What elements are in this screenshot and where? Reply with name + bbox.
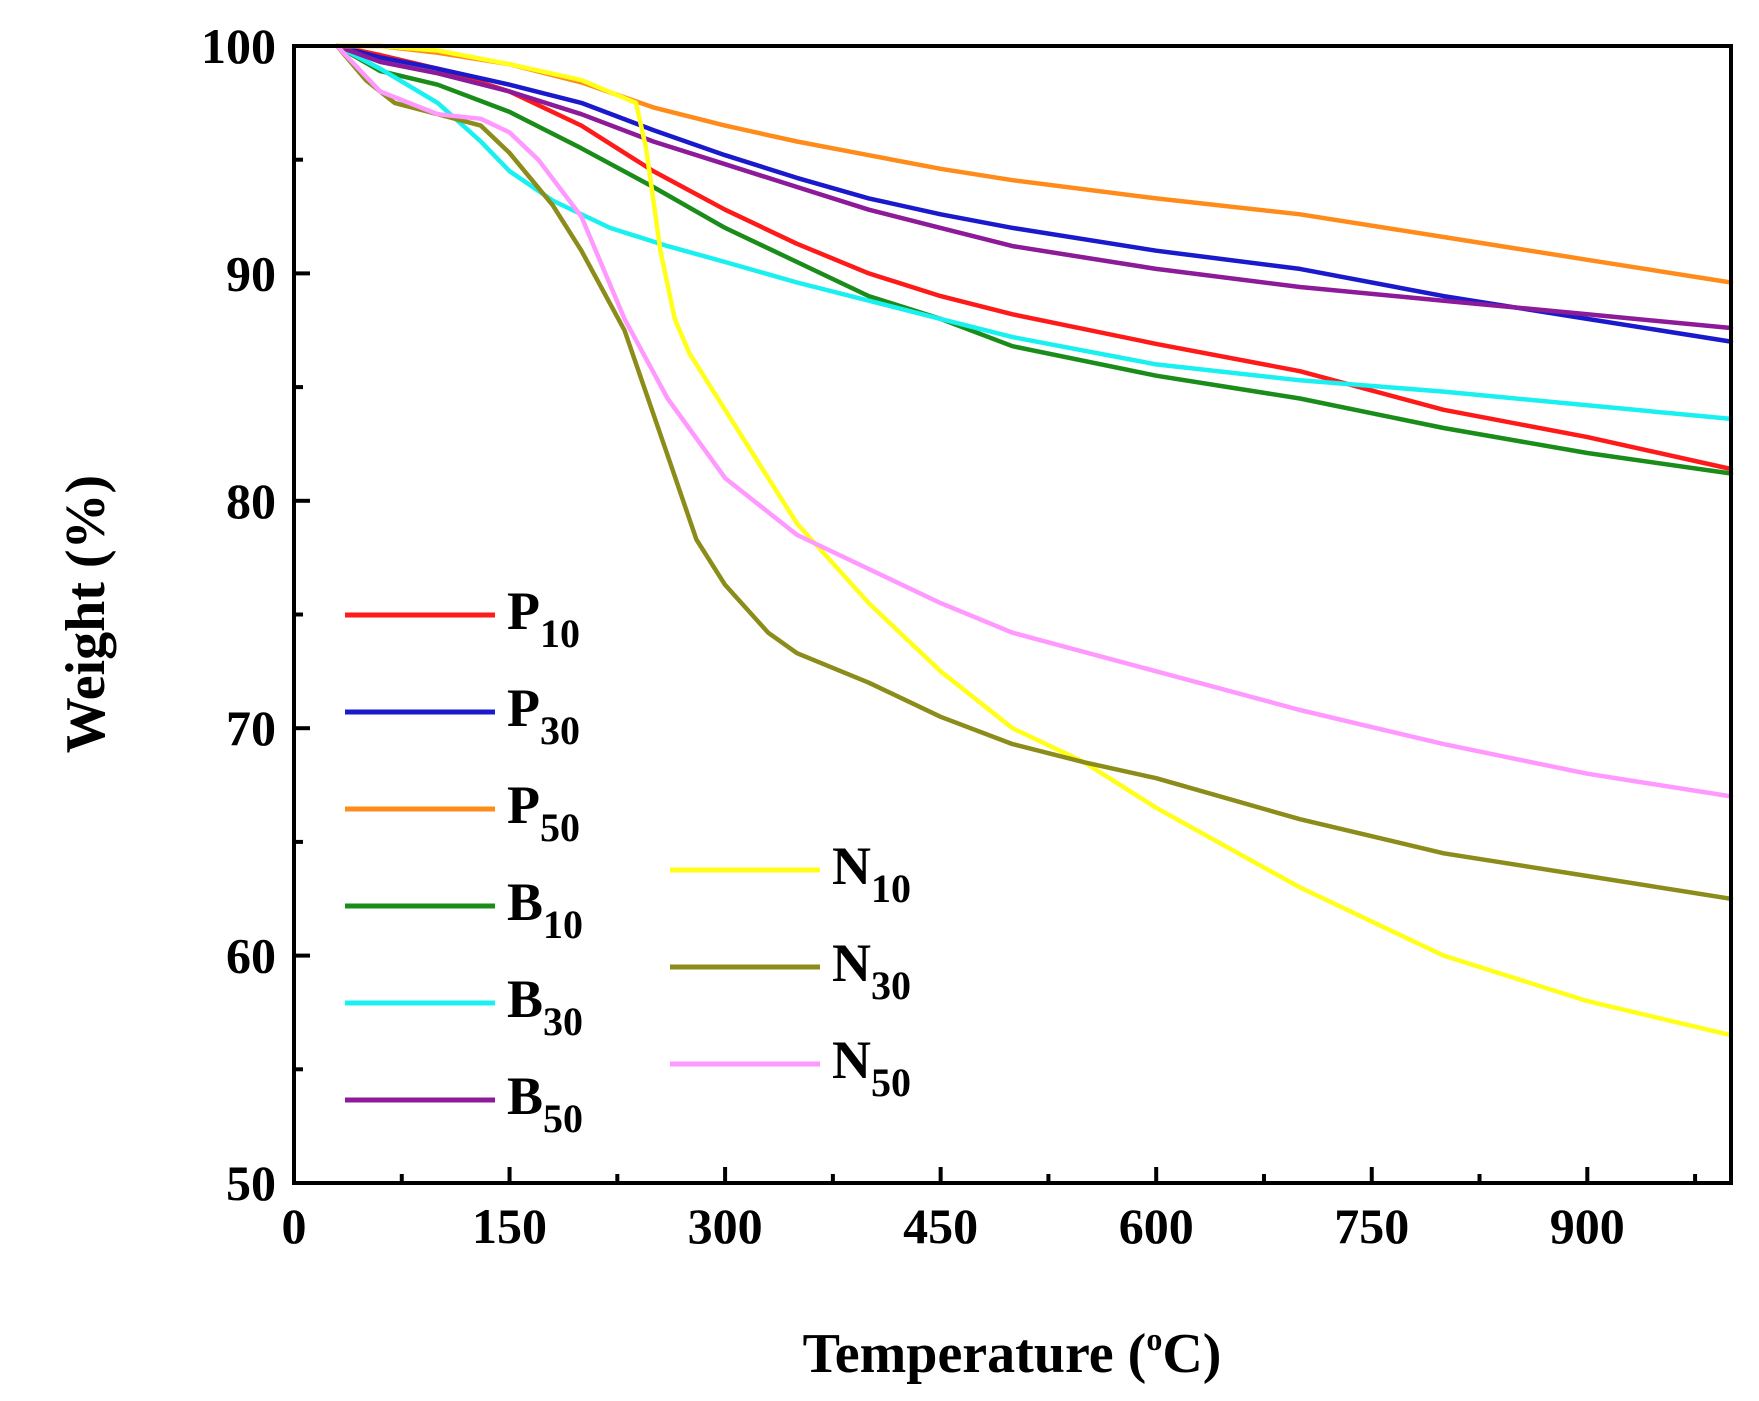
y-tick-label: 70 (226, 700, 276, 756)
series-line-p30 (334, 43, 1734, 344)
legend-item-b30: B30 (345, 969, 583, 1044)
legend-item-b10: B10 (345, 872, 583, 947)
legend-label-letter: P (507, 581, 540, 641)
legend-label: N10 (832, 836, 911, 911)
y-tick-label: 100 (201, 18, 276, 74)
legend-label-subscript: 30 (540, 708, 580, 753)
legend-label-subscript: 50 (540, 805, 580, 850)
series-line-n30 (334, 43, 1734, 902)
legend-label: P50 (507, 775, 580, 850)
legend-label: P10 (507, 581, 580, 656)
x-tick-label: 150 (472, 1198, 547, 1254)
legend-item-p10: P10 (345, 581, 580, 656)
legend-label: N50 (832, 1030, 911, 1105)
legend-label-letter: P (507, 775, 540, 835)
legend-label-letter: B (507, 872, 543, 932)
legend-label: B30 (507, 969, 583, 1044)
legend-label-letter: P (507, 678, 540, 738)
x-tick-label: 450 (903, 1198, 978, 1254)
x-axis-title-unit: C) (1162, 1323, 1221, 1385)
series-line-n10 (334, 43, 1734, 1038)
legend-item-n50: N50 (670, 1030, 911, 1105)
legend-label-letter: B (507, 969, 543, 1029)
series-layer (334, 43, 1734, 1038)
legend-label: B10 (507, 872, 583, 947)
y-axis-title: Weight (%) (55, 475, 117, 753)
legend-label: N30 (832, 933, 911, 1008)
x-axis-title-main: Temperature ( (803, 1323, 1147, 1385)
x-tick-label: 600 (1119, 1198, 1194, 1254)
legend-label-subscript: 50 (871, 1060, 911, 1105)
legend-label-letter: N (832, 836, 871, 896)
legend-label-letter: B (507, 1066, 543, 1126)
legend-label-subscript: 10 (871, 866, 911, 911)
y-tick-label: 60 (226, 928, 276, 984)
legend-label-letter: N (832, 933, 871, 993)
legend-label-subscript: 10 (543, 902, 583, 947)
x-tick-label: 0 (282, 1198, 307, 1254)
ticks-layer (292, 44, 1698, 1185)
legend-item-n10: N10 (670, 836, 911, 911)
x-tick-label: 900 (1550, 1198, 1625, 1254)
legend-item-p50: P50 (345, 775, 580, 850)
legend-item-b50: B50 (345, 1066, 583, 1141)
legend-label: P30 (507, 678, 580, 753)
series-line-n50 (334, 43, 1734, 799)
legend-label-subscript: 10 (540, 611, 580, 656)
y-tick-label: 90 (226, 245, 276, 301)
legend-label-subscript: 30 (543, 999, 583, 1044)
legend-label-letter: N (832, 1030, 871, 1090)
y-tick-label: 50 (226, 1155, 276, 1211)
legend-label: B50 (507, 1066, 583, 1141)
series-line-b10 (334, 43, 1734, 476)
x-tick-label: 750 (1334, 1198, 1409, 1254)
tick-labels: 0 150 300 450 600 750 900 50 60 70 80 90 100 (201, 18, 1625, 1254)
degree-symbol: o (1146, 1321, 1162, 1357)
legend-label-subscript: 50 (543, 1096, 583, 1141)
y-tick-label: 80 (226, 473, 276, 529)
legend-item-n30: N30 (670, 933, 911, 1008)
series-line-b30 (334, 43, 1734, 422)
x-axis-title: Temperature (oC) (803, 1321, 1222, 1385)
x-tick-label: 300 (688, 1198, 763, 1254)
legend-label-subscript: 30 (871, 963, 911, 1008)
legend-item-p30: P30 (345, 678, 580, 753)
series-line-b50 (334, 43, 1734, 331)
